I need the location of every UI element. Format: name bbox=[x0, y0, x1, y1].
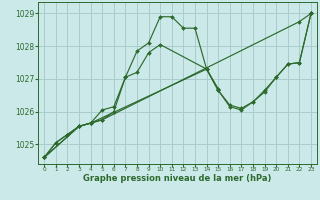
X-axis label: Graphe pression niveau de la mer (hPa): Graphe pression niveau de la mer (hPa) bbox=[84, 174, 272, 183]
